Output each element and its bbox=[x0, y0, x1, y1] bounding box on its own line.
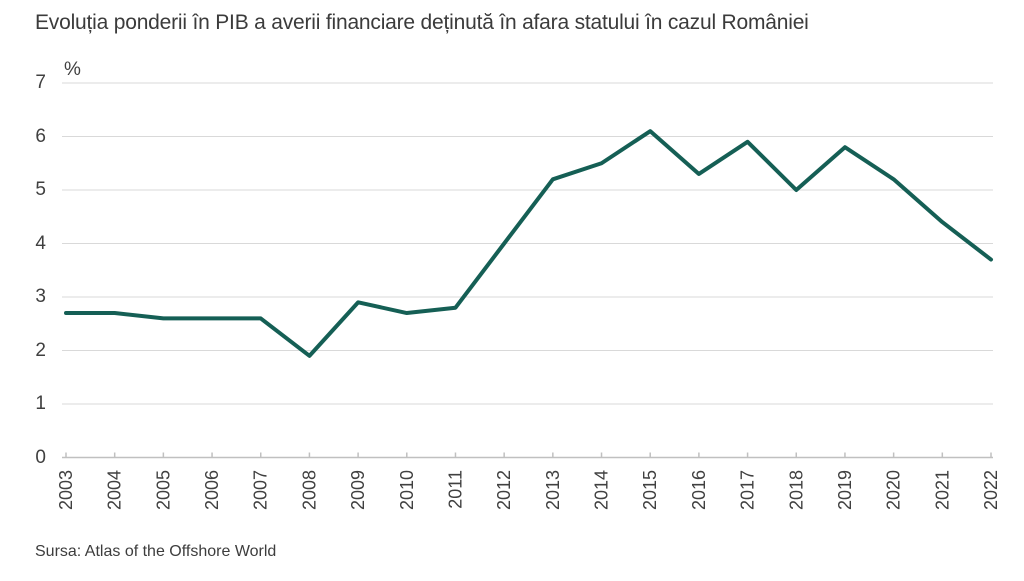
x-axis-tick-label: 2006 bbox=[202, 470, 222, 510]
x-axis-tick-label: 2007 bbox=[251, 470, 271, 510]
y-axis-tick-label: 5 bbox=[35, 179, 46, 200]
x-axis-tick-label: 2018 bbox=[786, 470, 806, 510]
x-axis-tick-label: 2013 bbox=[543, 470, 563, 510]
x-axis-tick-label: 2021 bbox=[932, 470, 952, 510]
x-axis-tick-label: 2009 bbox=[348, 470, 368, 510]
x-axis-tick-label: 2012 bbox=[494, 470, 514, 510]
y-axis-tick-label: 0 bbox=[35, 446, 46, 468]
data-line bbox=[64, 129, 993, 358]
y-axis-unit-label: % bbox=[64, 59, 81, 80]
x-axis-tick-label: 2011 bbox=[445, 470, 465, 509]
x-axis-tick-label: 2005 bbox=[153, 470, 173, 510]
chart-title: Evoluția ponderii în PIB a averii financ… bbox=[35, 11, 809, 34]
y-axis-tick-label: 7 bbox=[35, 72, 46, 93]
x-axis-tick-label: 2017 bbox=[738, 470, 758, 510]
y-axis-tick-label: 3 bbox=[35, 286, 46, 307]
x-axis-tick-label: 2019 bbox=[835, 470, 855, 510]
x-axis-tick-label: 2008 bbox=[299, 470, 319, 510]
x-axis-tick-label: 2010 bbox=[397, 470, 417, 510]
x-axis-tick-label: 2004 bbox=[105, 470, 125, 510]
x-axis-tick-label: 2016 bbox=[689, 470, 709, 510]
x-axis-tick-label: 2015 bbox=[640, 470, 660, 510]
x-axis-tick-label: 2014 bbox=[592, 470, 612, 510]
x-axis-tick-label: 2003 bbox=[56, 470, 76, 510]
y-axis-tick-label: 1 bbox=[35, 393, 46, 414]
source-caption: Sursa: Atlas of the Offshore World bbox=[35, 543, 277, 560]
x-axis-tick-label: 2020 bbox=[884, 470, 904, 510]
x-axis-tick-label: 2022 bbox=[981, 470, 1001, 510]
y-axis-tick-label: 6 bbox=[35, 125, 46, 147]
y-axis-tick-label: 4 bbox=[35, 232, 46, 254]
y-axis-tick-label: 2 bbox=[35, 339, 46, 361]
